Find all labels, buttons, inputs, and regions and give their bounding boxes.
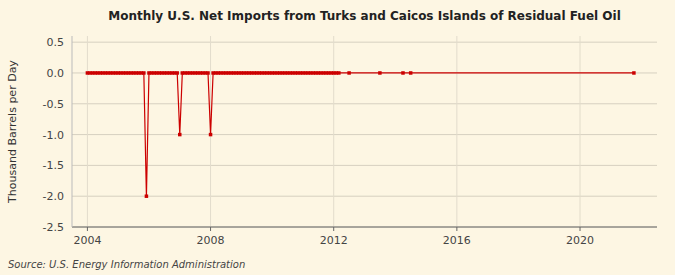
x-tick-label: 2008 xyxy=(197,234,225,247)
y-tick-label: -0.5 xyxy=(43,98,64,111)
y-tick-label: -1.0 xyxy=(43,129,64,142)
x-grid-line xyxy=(87,36,88,227)
chart: Monthly U.S. Net Imports from Turks and … xyxy=(0,0,675,275)
x-grid-line xyxy=(456,36,457,227)
y-grid-line xyxy=(72,196,657,197)
x-grid-line xyxy=(333,36,334,227)
plot-area xyxy=(86,71,636,198)
y-grid-line xyxy=(72,103,657,104)
x-tick xyxy=(456,227,457,231)
y-grid-line xyxy=(72,227,657,228)
y-grid-line xyxy=(72,42,657,43)
x-grid-line xyxy=(580,36,581,227)
title: Monthly U.S. Net Imports from Turks and … xyxy=(108,9,621,23)
point xyxy=(209,133,213,137)
y-grid-line xyxy=(72,134,657,135)
y-axis-label: Thousand Barrels per Day xyxy=(6,60,19,204)
axes: 0.5 0.0 -0.5 -1.0 -1.5 -2.0 -2.5 2004 2008 2012 20… xyxy=(43,36,657,247)
series-line xyxy=(87,73,634,196)
point xyxy=(347,71,351,75)
x-tick-label: 2016 xyxy=(443,234,471,247)
y-tick-label: -1.5 xyxy=(43,159,64,172)
point xyxy=(632,71,636,75)
point xyxy=(337,71,341,75)
x-tick xyxy=(87,227,88,231)
x-axis-line xyxy=(72,227,657,228)
point xyxy=(401,71,405,75)
point xyxy=(206,71,210,75)
x-tick-label: 2020 xyxy=(566,234,594,247)
point xyxy=(145,194,149,198)
x-tick-label: 2012 xyxy=(320,234,348,247)
point xyxy=(175,71,179,75)
x-tick-label: 2004 xyxy=(73,234,101,247)
y-tick-label: -2.5 xyxy=(43,221,64,234)
y-grid-line xyxy=(72,165,657,166)
y-axis-line xyxy=(72,36,73,227)
grid xyxy=(72,36,657,227)
point xyxy=(142,71,146,75)
y-tick-label: 0.5 xyxy=(47,36,65,49)
point xyxy=(178,133,182,137)
y-tick-label: 0.0 xyxy=(47,67,65,80)
annotation: Source: U.S. Energy Information Administ… xyxy=(8,259,245,270)
x-tick xyxy=(333,227,334,231)
point xyxy=(409,71,413,75)
point xyxy=(378,71,382,75)
y-tick-label: -2.0 xyxy=(43,190,64,203)
x-tick xyxy=(580,227,581,231)
x-tick xyxy=(210,227,211,231)
